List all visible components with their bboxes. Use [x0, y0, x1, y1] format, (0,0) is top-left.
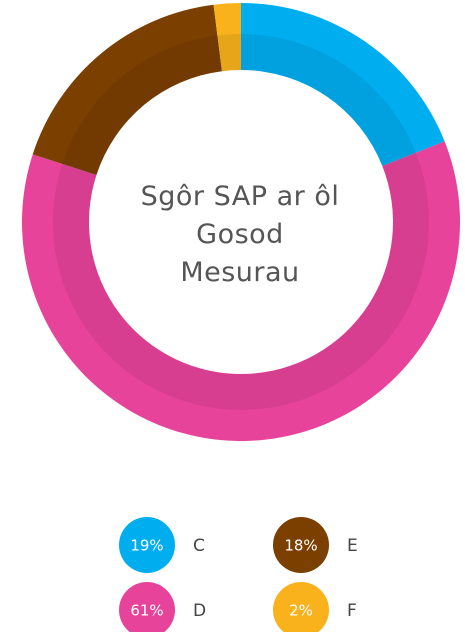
donut-slice: [21, 141, 460, 441]
legend-swatch: [119, 582, 175, 632]
legend-value: 19%: [130, 537, 163, 555]
donut-slice: [32, 4, 222, 176]
inner-shade: [53, 34, 429, 410]
legend-swatch: [273, 517, 329, 573]
donut-slice: [241, 3, 445, 167]
donut-slice: [213, 3, 241, 72]
legend-swatch: [273, 582, 329, 632]
legend-label: F: [347, 601, 357, 621]
legend-value: 2%: [289, 602, 313, 620]
chart-title: Sgôr SAP ar ôl Gosod Mesurau: [140, 181, 340, 288]
legend-label: E: [347, 536, 358, 556]
legend-label: D: [193, 601, 206, 621]
legend-value: 61%: [130, 602, 163, 620]
legend-label: C: [193, 536, 205, 556]
legend-value: 18%: [284, 537, 317, 555]
legend-swatch: [119, 517, 175, 573]
